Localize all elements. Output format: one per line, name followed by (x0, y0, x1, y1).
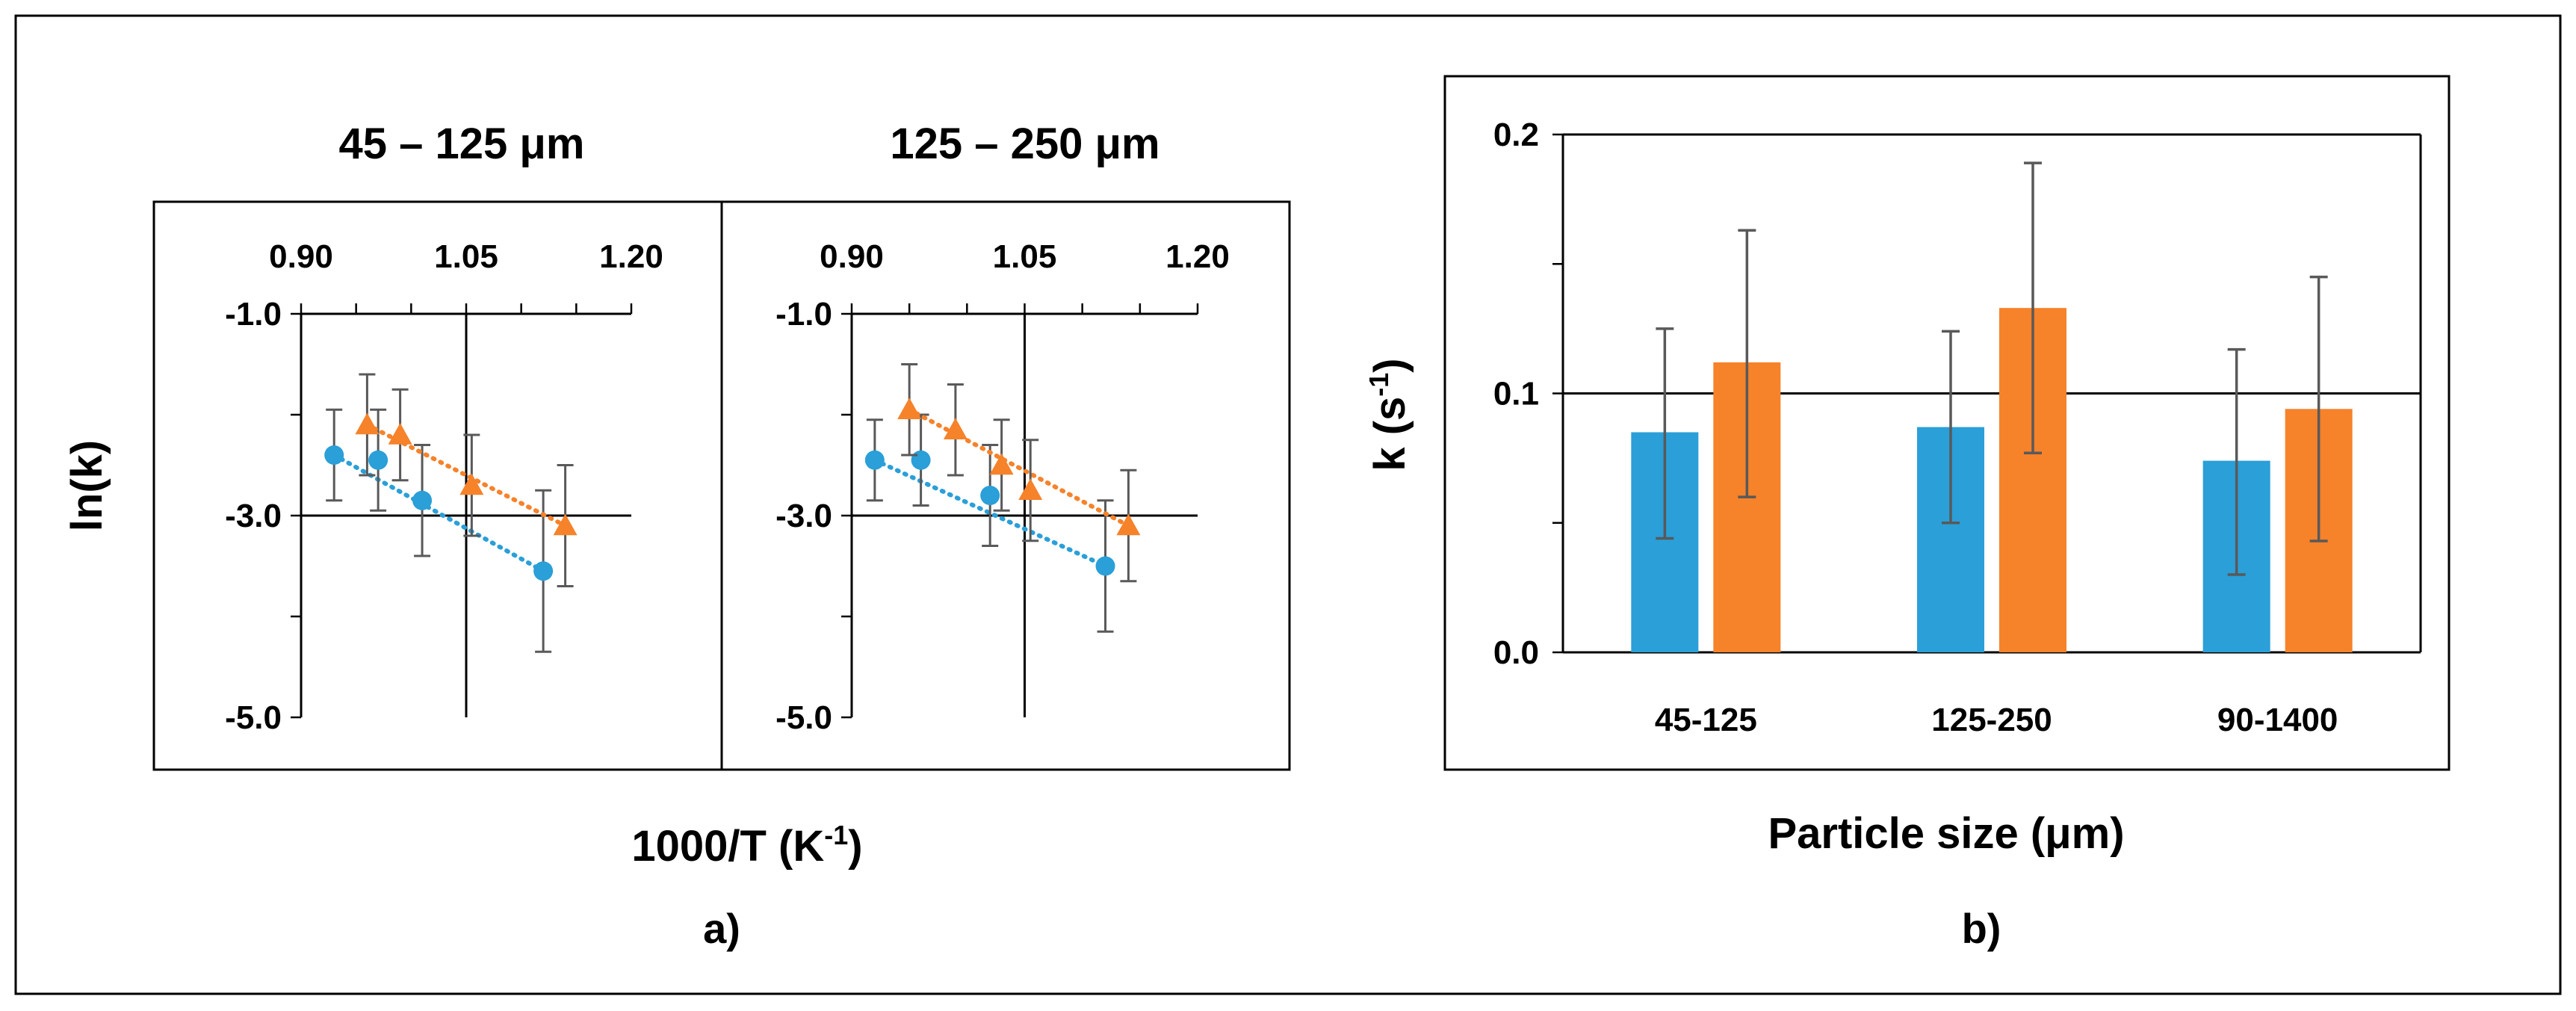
series-2-point (897, 398, 922, 420)
outer-frame (14, 14, 2562, 995)
series-1-point (1095, 556, 1115, 576)
caption-a: a) (703, 905, 740, 952)
series-1-point (533, 561, 554, 581)
panel-b-ylabel: k (s-1) (1363, 358, 1414, 471)
series-2-trendline (907, 407, 1131, 528)
y-tick-label: -3.0 (775, 498, 832, 534)
panel-b: 0.2 0.1 0.0 45-125 125-250 90-1400 k (s-1) Pa… (1363, 75, 2450, 952)
series-2-point (355, 412, 380, 435)
panel-b-xlabel: Particle size (μm) (1768, 809, 2124, 858)
x-tick-label: 0.90 (269, 238, 333, 275)
y-tick-label: -1.0 (775, 296, 832, 333)
series-2-point (1018, 478, 1043, 501)
x-tick-label: 90-1400 (2217, 702, 2338, 738)
panel-a: 45 – 125 μm 0.90 1.05 1.20 -1.0 -3.0 -5.0 125 … (63, 120, 1291, 952)
y-tick-label: 0.2 (1493, 117, 1539, 153)
x-tick-label: 0.90 (820, 238, 884, 275)
series-1-point (368, 450, 388, 470)
panel-a-ylabel: ln(k) (63, 440, 111, 531)
series-1-point (864, 450, 885, 470)
series-2-point (553, 513, 578, 536)
panel-a-right-frame (720, 200, 1291, 771)
caption-b: b) (1962, 905, 2001, 952)
series-1-point (412, 490, 433, 510)
series-1-point (980, 486, 1000, 505)
series-1-point (911, 450, 931, 470)
series-1-point (324, 445, 344, 465)
panel-a-xlabel: 1000/T (K-1) (631, 820, 862, 871)
y-tick-label: -5.0 (775, 699, 832, 736)
x-tick-label: 1.20 (599, 238, 663, 275)
x-tick-label: 1.20 (1165, 238, 1230, 275)
y-tick-label: 0.0 (1493, 634, 1539, 671)
x-tick-label: 1.05 (434, 238, 498, 275)
series-2-point (459, 473, 484, 495)
series-2-point (388, 423, 412, 445)
panel-b-frame (1443, 75, 2450, 771)
y-tick-label: -3.0 (225, 498, 282, 534)
panel-a-scatter-45-125: 45 – 125 μm 0.90 1.05 1.20 -1.0 -3.0 -5.0 (225, 120, 663, 736)
y-tick-label: 0.1 (1493, 376, 1539, 412)
subplot-title: 125 – 250 μm (890, 120, 1159, 168)
panel-a-scatter-125-250: 125 – 250 μm 0.90 1.05 1.20 -1.0 -3.0 -5.0 (775, 120, 1230, 736)
y-tick-label: -1.0 (225, 296, 282, 333)
x-tick-label: 45-125 (1655, 702, 1757, 738)
series-2-point (989, 453, 1014, 475)
y-tick-label: -5.0 (225, 699, 282, 736)
subplot-title: 45 – 125 μm (339, 120, 585, 168)
x-tick-label: 1.05 (993, 238, 1057, 275)
panel-b-bar-chart: 0.2 0.1 0.0 45-125 125-250 90-1400 (1493, 117, 2422, 738)
series-2-point (1116, 513, 1141, 536)
x-tick-label: 125-250 (1931, 702, 2052, 738)
series-2-point (943, 418, 967, 440)
